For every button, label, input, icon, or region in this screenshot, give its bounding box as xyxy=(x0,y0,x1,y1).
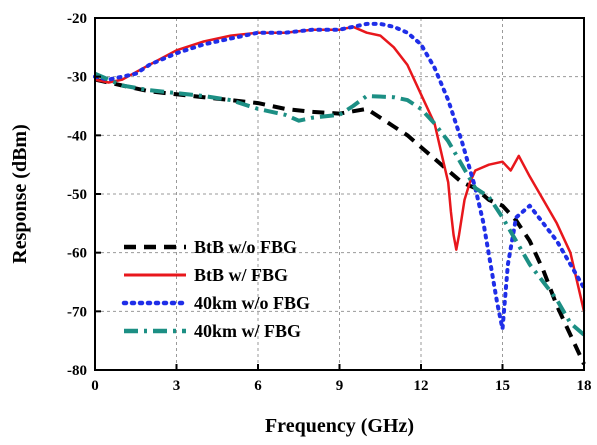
grid-lines xyxy=(95,18,584,370)
y-tick-label: -20 xyxy=(67,11,87,27)
y-tick-label: -40 xyxy=(67,128,87,144)
x-tick-label: 3 xyxy=(173,378,181,394)
x-tick-label: 12 xyxy=(414,378,429,394)
legend: BtB w/o FBG BtB w/ FBG 40km w/o FBG 40km w/… xyxy=(121,237,310,341)
legend-label-4: 40km w/ FBG xyxy=(194,321,301,341)
y-tick-label: -70 xyxy=(67,304,87,320)
x-tick-label: 15 xyxy=(495,378,510,394)
y-tick-label: -50 xyxy=(67,187,87,203)
x-tick-label: 9 xyxy=(336,378,344,394)
x-tick-label: 18 xyxy=(577,378,592,394)
x-axis-label: Frequency (GHz) xyxy=(265,415,414,437)
y-tick-label: -80 xyxy=(67,363,87,379)
series-lines xyxy=(93,21,586,365)
y-axis-label: Response (dBm) xyxy=(9,124,31,263)
axis-ticks: 0 3 6 9 12 15 18 -20 -30 -40 -50 -60 -70 -80 xyxy=(67,11,592,394)
y-tick-label: -30 xyxy=(67,70,87,86)
x-tick-label: 0 xyxy=(91,378,99,394)
series-line-4 xyxy=(94,71,586,337)
legend-label-1: BtB w/o FBG xyxy=(194,237,297,257)
series-line-2 xyxy=(94,25,586,312)
x-tick-label: 6 xyxy=(254,378,262,394)
series-line-1 xyxy=(94,77,586,365)
y-tick-label: -60 xyxy=(67,246,87,262)
legend-label-2: BtB w/ FBG xyxy=(194,265,288,285)
legend-label-3: 40km w/o FBG xyxy=(194,293,310,313)
